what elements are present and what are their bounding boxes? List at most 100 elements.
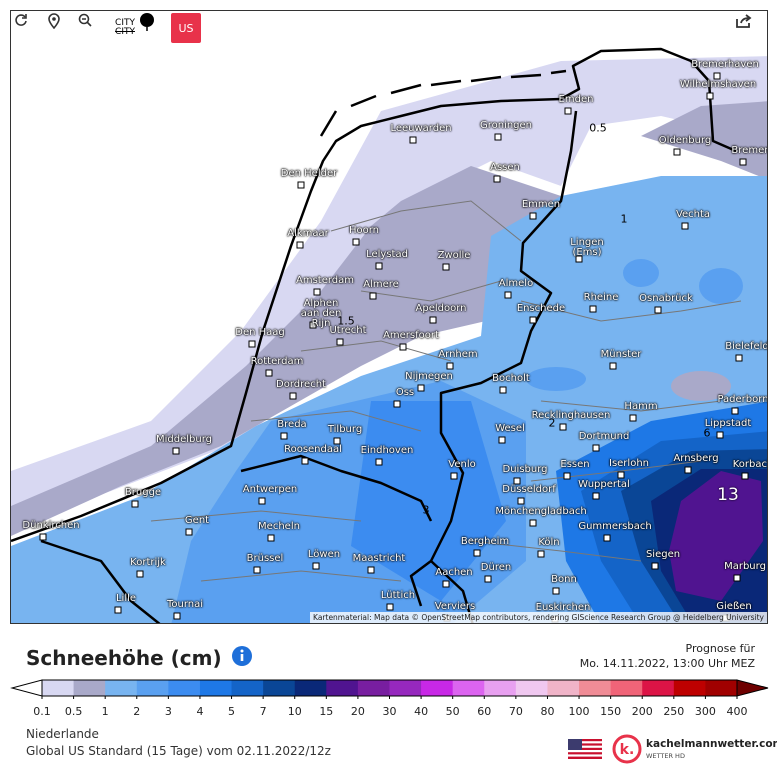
colorbar-label: 50 [446, 705, 460, 718]
city-dot [375, 262, 383, 270]
location-button[interactable] [47, 13, 77, 43]
colorbar-label: 250 [663, 705, 684, 718]
colorbar-segment [421, 680, 454, 696]
city-dot [417, 384, 425, 392]
contour-label: 1 [620, 212, 628, 226]
city-dot [529, 212, 537, 220]
city-button[interactable]: CITY CITY [110, 13, 140, 43]
city-label: Groningen [479, 120, 533, 131]
city-label: Lille [115, 593, 137, 604]
city-label: Lippstadt [704, 418, 752, 429]
city-label: Mönchengladbach [495, 506, 587, 517]
city-label: Korbach [732, 459, 767, 470]
city-label: Tilburg [327, 424, 363, 435]
city-label: Dünkirchen [22, 520, 80, 531]
city-label: Almere [363, 279, 399, 290]
colorbar-label: 70 [509, 705, 523, 718]
city-dot [442, 263, 450, 271]
colorbar-label: 7 [260, 705, 267, 718]
colorbar-segment [73, 680, 106, 696]
city-label: Münster [600, 349, 642, 360]
city-dot [484, 575, 492, 583]
city-label: Lelystad [366, 249, 408, 260]
city-dot [713, 72, 721, 80]
colorbar-label: 80 [540, 705, 554, 718]
share-button[interactable] [735, 13, 765, 43]
city-label: Dordrecht [276, 379, 326, 390]
refresh-button[interactable] [14, 13, 44, 43]
city-label: Brugge [124, 487, 162, 498]
city-label: Assen [490, 162, 520, 173]
us-flag [568, 739, 602, 759]
colorbar-segment [484, 680, 517, 696]
units-button[interactable]: US [171, 13, 201, 43]
colorbar-label: 10 [288, 705, 302, 718]
city-dot [716, 431, 724, 439]
colorbar-label: 1 [102, 705, 109, 718]
city-dot [733, 574, 741, 582]
colorbar-label: 100 [569, 705, 590, 718]
city-dot [651, 562, 659, 570]
colorbar-segment [199, 680, 233, 696]
colorbar-segment [105, 680, 138, 696]
city-label: Bergheim [460, 536, 510, 547]
colorbar-segment [673, 680, 706, 696]
city-label: Paderborn [717, 394, 768, 405]
zoom-out-button[interactable] [78, 13, 108, 43]
city-label: Alkmaar [287, 228, 329, 239]
colorbar-label: 400 [727, 705, 748, 718]
city-dot [301, 457, 309, 465]
city-dot [296, 241, 304, 249]
contour-label: 13 [717, 485, 739, 505]
city-label: Mecheln [258, 521, 300, 532]
city-label: Lingen (Ems) [570, 237, 604, 258]
city-dot [731, 407, 739, 415]
colorbar-segment [168, 680, 201, 696]
city-dot [735, 354, 743, 362]
city-label: Den Haag [235, 327, 285, 338]
colorbar-segment [231, 680, 264, 696]
city-label: Osnabrück [639, 293, 693, 304]
city-label: Dortmund [578, 431, 630, 442]
city-label: Brüssel [246, 553, 284, 564]
city-dot [473, 549, 481, 557]
city-dot [498, 436, 506, 444]
region: Niederlande [26, 727, 99, 741]
map[interactable]: Bremerhaven Wilhelmshaven Emden Leeuwarden G… [10, 10, 768, 624]
colorbar-label: 15 [319, 705, 333, 718]
city-dot [258, 497, 266, 505]
city-dot [312, 562, 320, 570]
info-icon[interactable] [232, 646, 252, 666]
city-label: Emden [558, 94, 594, 105]
city-label: Hoorn [348, 225, 380, 236]
colorbar-segment [326, 680, 359, 696]
city-label: Arnsberg [673, 453, 719, 464]
city-label: Hamm [624, 401, 658, 412]
city-dot [681, 222, 689, 230]
city-label: Zwolle [437, 250, 471, 261]
city-label: Duisburg [502, 464, 548, 475]
colorbar-segment [42, 680, 75, 696]
city-label: Maastricht [352, 553, 406, 564]
city-dot [393, 400, 401, 408]
city-label: Düren [480, 562, 512, 573]
city-dot [563, 472, 571, 480]
city-label: Roosendaal [284, 444, 342, 455]
city-dot [504, 291, 512, 299]
city-label: Leeuwarden [390, 123, 452, 134]
colorbar-label: 60 [477, 705, 491, 718]
city-label-struck: CITY [115, 27, 135, 37]
city-label: Vechta [675, 209, 711, 220]
city-dot [629, 414, 637, 422]
city-label: Bonn [551, 574, 577, 585]
city-dot [297, 181, 305, 189]
city-dot [336, 338, 344, 346]
marker-button[interactable] [139, 13, 169, 43]
city-dot [592, 444, 600, 452]
svg-text:k.: k. [620, 742, 635, 758]
contour-label: 0.5 [589, 121, 607, 135]
city-label: Wesel [495, 423, 525, 434]
colorbar-label: 20 [351, 705, 365, 718]
city-label: Marburg [724, 561, 766, 572]
